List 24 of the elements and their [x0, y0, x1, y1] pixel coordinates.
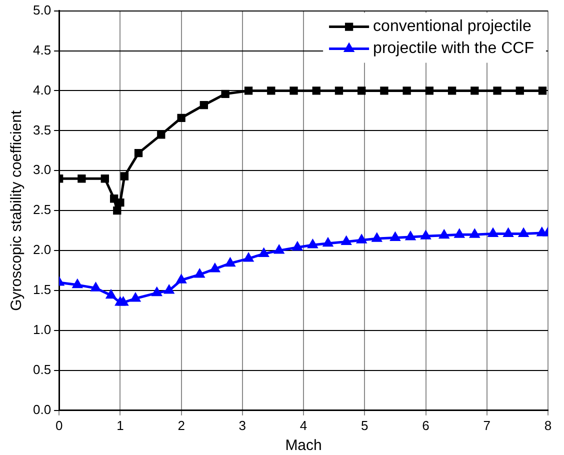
- y-tick-label: 1.0: [32, 322, 52, 338]
- x-tick-label: 7: [483, 418, 490, 433]
- legend-label: conventional projectile: [373, 18, 532, 36]
- y-tick-label: 4.5: [32, 42, 52, 58]
- y-tick-label: 2.5: [32, 202, 52, 218]
- x-tick-label: 3: [238, 418, 246, 433]
- y-tick-label: 5.0: [32, 2, 52, 18]
- x-tick-label: 1: [116, 418, 124, 433]
- y-tick-label: 1.5: [32, 282, 52, 298]
- y-tick-label: 0.5: [32, 362, 52, 378]
- y-axis-title: Gyroscopic stability coefficient: [8, 109, 26, 311]
- y-tick-label: 3.0: [32, 162, 52, 178]
- y-tick-label: 4.0: [32, 82, 52, 98]
- legend-label: projectile with the CCF: [373, 40, 534, 58]
- x-tick-label: 2: [178, 418, 185, 433]
- x-tick-label: 0: [55, 418, 63, 433]
- x-tick-label: 4: [300, 418, 308, 433]
- x-tick-label: 5: [361, 418, 368, 433]
- x-tick-label: 6: [422, 418, 430, 433]
- y-tick-label: 0.0: [32, 402, 52, 417]
- y-tick-label: 2.0: [32, 242, 52, 258]
- y-tick-label: 3.5: [32, 122, 52, 138]
- x-tick-label: 8: [544, 418, 552, 433]
- x-axis-title: Mach: [285, 437, 322, 454]
